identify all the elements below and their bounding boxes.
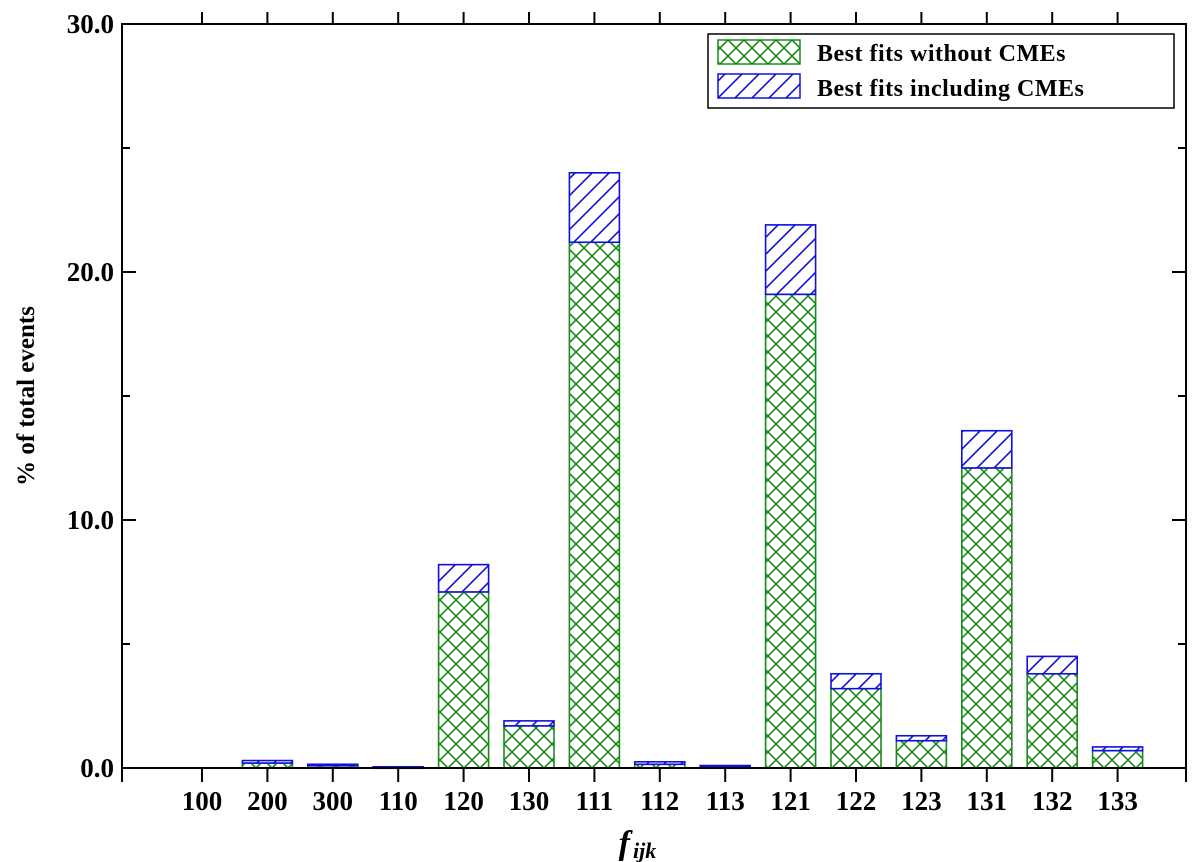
x-tick-label: 130 <box>509 786 550 816</box>
bar-123-without-cmes <box>895 739 948 769</box>
x-tick-label: 100 <box>182 786 223 816</box>
x-axis: 100 200 300 110 120 130 111 112 113 121 122 123 131 1… <box>121 12 1187 816</box>
bar-120-without-cmes <box>437 591 490 769</box>
legend-label-including-cmes: Best fits including CMEs <box>817 76 1084 102</box>
bar-200-including-cmes <box>241 759 294 764</box>
y-tick-label: 30.0 <box>67 9 114 39</box>
bar-132-without-cmes <box>1026 672 1078 769</box>
x-tick-label: 121 <box>770 786 811 816</box>
x-tick-label: 120 <box>443 786 484 816</box>
y-tick-label: 0.0 <box>80 753 114 783</box>
bar-120-including-cmes <box>437 563 490 593</box>
x-tick-label: 112 <box>640 786 679 816</box>
x-tick-label: 110 <box>379 786 418 816</box>
legend-swatch-without-cmes <box>717 39 801 65</box>
x-tick-label: 123 <box>901 786 942 816</box>
x-tick-label: 300 <box>313 786 354 816</box>
legend-swatch-including-cmes <box>717 73 801 99</box>
bar-121-including-cmes <box>764 224 817 296</box>
x-tick-label: 111 <box>576 786 614 816</box>
bar-122-including-cmes <box>830 672 882 690</box>
bars-group <box>241 172 1144 770</box>
bar-113-including-cmes <box>699 764 752 768</box>
x-tick-label: 200 <box>247 786 288 816</box>
y-tick-label: 20.0 <box>67 257 114 287</box>
x-tick-label: 122 <box>836 786 877 816</box>
bar-122-without-cmes <box>830 687 882 769</box>
bar-133-without-cmes <box>1091 749 1144 769</box>
y-axis-label: % of total events <box>13 306 40 486</box>
bar-130-without-cmes <box>503 725 555 769</box>
x-axis-label-main: f <box>619 825 634 862</box>
y-tick-label: 10.0 <box>67 505 114 535</box>
x-tick-label: 131 <box>967 786 1008 816</box>
bar-132-including-cmes <box>1026 655 1078 675</box>
bar-111-without-cmes <box>568 241 621 769</box>
x-tick-label: 132 <box>1032 786 1073 816</box>
bar-131-without-cmes <box>960 467 1013 769</box>
bar-300-including-cmes <box>306 763 359 767</box>
x-tick-label: 133 <box>1097 786 1138 816</box>
bar-121-without-cmes <box>764 293 817 769</box>
x-tick-label: 113 <box>706 786 745 816</box>
legend-label-without-cmes: Best fits without CMEs <box>817 41 1066 67</box>
bar-130-including-cmes <box>503 720 555 727</box>
y-axis: 0.0 10.0 20.0 30.0 <box>67 9 1186 783</box>
legend: Best fits without CMEs Best fits includi… <box>707 33 1175 109</box>
bar-123-including-cmes <box>895 734 948 742</box>
x-axis-label-subscript: ijk <box>633 838 656 862</box>
bar-111-including-cmes <box>568 172 621 244</box>
bar-112-including-cmes <box>633 760 686 766</box>
bar-131-including-cmes <box>960 429 1013 469</box>
bar-133-including-cmes <box>1091 746 1144 752</box>
x-axis-label: f ijk <box>619 825 657 862</box>
